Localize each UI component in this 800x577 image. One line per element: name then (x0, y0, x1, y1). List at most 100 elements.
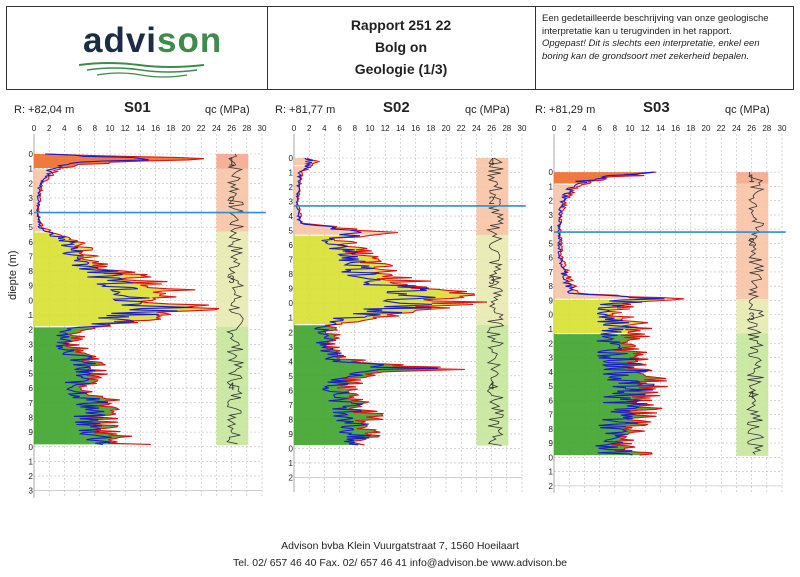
warning-text: Opgepast! Dit is slechts een interpretat… (542, 38, 760, 62)
layer-label: 1 (229, 156, 235, 168)
x-tick-label: 30 (258, 124, 267, 133)
y-tick-label: 16 (548, 396, 554, 405)
y-tick-label: 15 (288, 372, 294, 381)
y-tick-label: 10 (548, 311, 554, 320)
y-tick-label: 5 (289, 227, 294, 236)
layer-label: 1 (749, 173, 755, 185)
y-tick-label: 19 (28, 428, 34, 437)
y-tick-label: 10 (288, 299, 294, 308)
y-tick-label: 12 (28, 326, 34, 335)
x-tick-label: 20 (702, 124, 711, 133)
x-tick-label: 28 (242, 124, 251, 133)
layer-label: 2 (749, 236, 755, 248)
layer-band (216, 168, 249, 232)
soil-fill (34, 232, 219, 327)
y-tick-label: 9 (289, 285, 294, 294)
y-tick-label: 0 (29, 150, 34, 159)
y-tick-label: 21 (288, 459, 294, 468)
note-text: Een gedetailleerde beschrijving van onze… (542, 13, 769, 37)
y-tick-label: 6 (549, 254, 554, 263)
y-tick-label: 21 (28, 457, 34, 466)
soil-fill (554, 334, 668, 456)
logo-waves (79, 62, 204, 78)
y-tick-label: 8 (29, 267, 34, 276)
advison-logo: advison (83, 21, 223, 60)
x-tick-label: 8 (613, 124, 618, 133)
y-tick-label: 1 (289, 169, 294, 178)
x-tick-label: 20 (182, 124, 191, 133)
x-tick-label: 28 (762, 124, 771, 133)
x-tick-label: 14 (396, 124, 405, 133)
title-s01: S01 (124, 99, 151, 116)
y-tick-label: 2 (29, 179, 34, 188)
y-tick-label: 11 (288, 314, 294, 323)
x-tick-label: 22 (457, 124, 466, 133)
layer-label: 4 (489, 157, 495, 169)
layer-band (216, 231, 249, 327)
note-cell: Een gedetailleerde beschrijving van onze… (536, 7, 793, 89)
location: Bolg on (374, 39, 428, 55)
x-tick-label: 0 (32, 124, 37, 133)
unit-s03: qc (MPa) (725, 104, 770, 116)
x-tick-label: 30 (778, 124, 787, 133)
header: advison Rapport 251 22 Bolg on Geologie … (6, 6, 794, 90)
y-tick-label: 18 (28, 413, 34, 422)
x-tick-label: 22 (197, 124, 206, 133)
y-tick-label: 22 (548, 482, 554, 491)
x-tick-label: 14 (136, 124, 145, 133)
ref-level-s03: R: +81,29 m (535, 104, 596, 116)
x-tick-label: 10 (366, 124, 375, 133)
chart-s02: 0246810121416182022242628300123456789101… (288, 124, 527, 492)
x-tick-label: 30 (518, 124, 527, 133)
x-tick-label: 28 (502, 124, 511, 133)
report-number: Rapport 251 22 (350, 17, 452, 33)
y-tick-label: 14 (28, 355, 34, 364)
y-tick-label: 19 (288, 430, 294, 439)
x-tick-label: 12 (641, 124, 650, 133)
chart-s01: 0246810121416182022242628300123456789101… (28, 124, 267, 498)
y-tick-label: 18 (548, 425, 554, 434)
x-tick-label: 6 (337, 124, 342, 133)
y-tick-label: 2 (289, 183, 294, 192)
x-tick-label: 6 (597, 124, 602, 133)
y-tick-label: 4 (549, 225, 554, 234)
x-tick-label: 16 (671, 124, 680, 133)
layer-band (476, 158, 509, 166)
layer-band (216, 326, 249, 446)
friction-trace (746, 172, 765, 455)
x-tick-label: 4 (582, 124, 587, 133)
logo-cell: advison (7, 7, 268, 89)
y-tick-label: 9 (29, 282, 34, 291)
x-tick-label: 18 (166, 124, 175, 133)
x-tick-label: 22 (717, 124, 726, 133)
y-tick-label: 17 (288, 401, 294, 410)
footer-address: Advison bvba Klein Vuurgatstraat 7, 1560… (281, 540, 519, 552)
x-tick-label: 2 (307, 124, 312, 133)
layer-band (736, 333, 769, 456)
y-tick-label: 21 (548, 468, 554, 477)
y-tick-label: 7 (289, 256, 294, 265)
x-tick-label: 20 (442, 124, 451, 133)
ref-level-s02: R: +81,77 m (275, 104, 336, 116)
x-tick-label: 6 (77, 124, 82, 133)
layer-label: 3 (489, 275, 495, 287)
title-s03: S03 (643, 99, 670, 116)
y-tick-label: 23 (28, 487, 34, 496)
x-tick-label: 26 (747, 124, 756, 133)
y-tick-label: 4 (29, 209, 34, 218)
y-tick-label: 20 (548, 453, 554, 462)
y-tick-label: 1 (29, 165, 34, 174)
ref-level-s01: R: +82,04 m (14, 104, 75, 116)
y-tick-label: 14 (288, 357, 294, 366)
y-tick-label: 2 (549, 197, 554, 206)
y-tick-label: 19 (548, 439, 554, 448)
y-tick-label: 0 (549, 168, 554, 177)
x-tick-label: 12 (381, 124, 390, 133)
title-s02: S02 (383, 99, 410, 116)
y-tick-label: 0 (289, 154, 294, 163)
y-tick-label: 12 (288, 328, 294, 337)
y-tick-label: 4 (289, 212, 294, 221)
y-tick-label: 9 (549, 296, 554, 305)
layer-label: 2 (489, 195, 495, 207)
layer-label: 4 (229, 381, 235, 393)
